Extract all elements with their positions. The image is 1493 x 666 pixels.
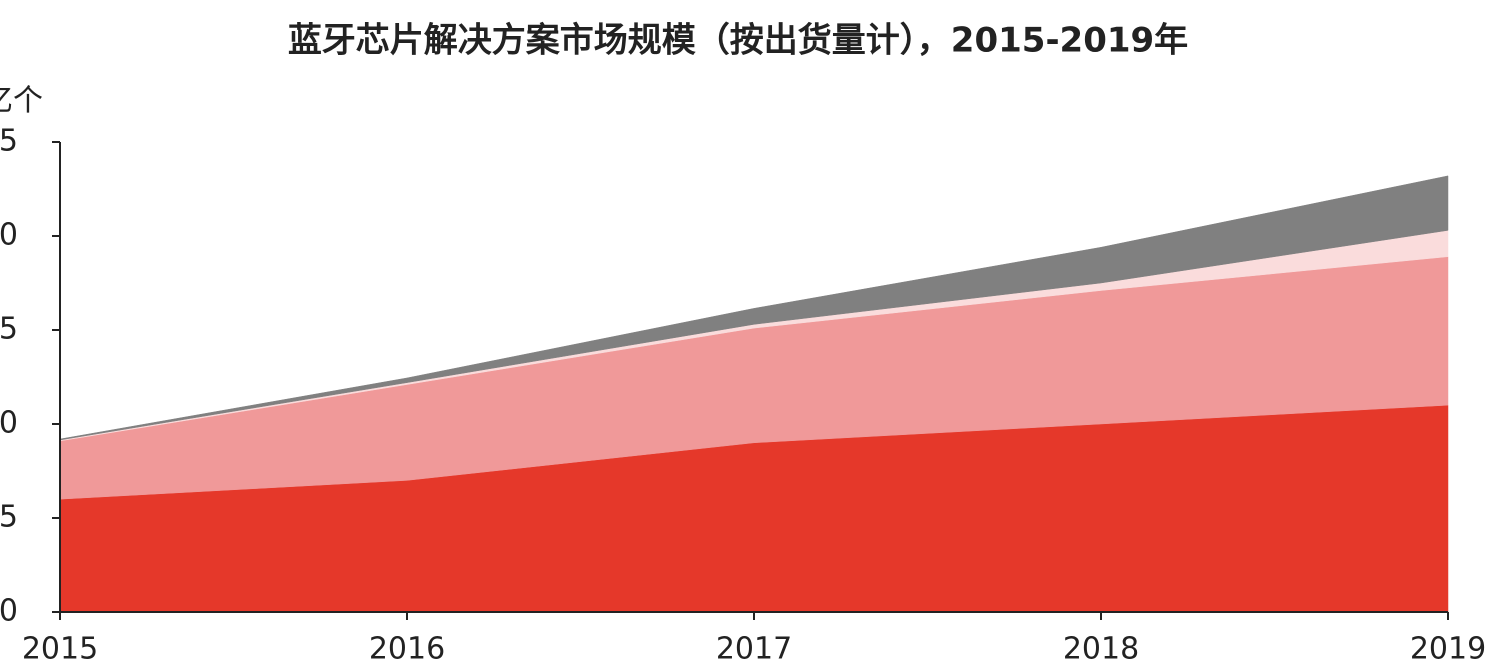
area — [59, 175, 1449, 441]
chart-title: 蓝牙芯片解决方案市场规模（按出货量计），2015-2019年 — [288, 21, 1188, 61]
y-tick-label: 10 — [0, 406, 18, 441]
y-axis-label: 亿个 — [0, 84, 43, 119]
y-tick-label: 15 — [0, 312, 18, 347]
x-tick-label: 2017 — [716, 632, 792, 666]
x-tick-label: 2016 — [369, 632, 445, 666]
y-tick-label: 25 — [0, 124, 18, 159]
x-tick-label: 2019 — [1410, 632, 1486, 666]
x-tick-label: 2018 — [1063, 632, 1139, 666]
y-tick-label: 20 — [0, 218, 18, 253]
x-tick-label: 2015 — [22, 632, 98, 666]
y-tick-label: 5 — [0, 500, 18, 535]
y-tick-label: 0 — [0, 594, 18, 629]
